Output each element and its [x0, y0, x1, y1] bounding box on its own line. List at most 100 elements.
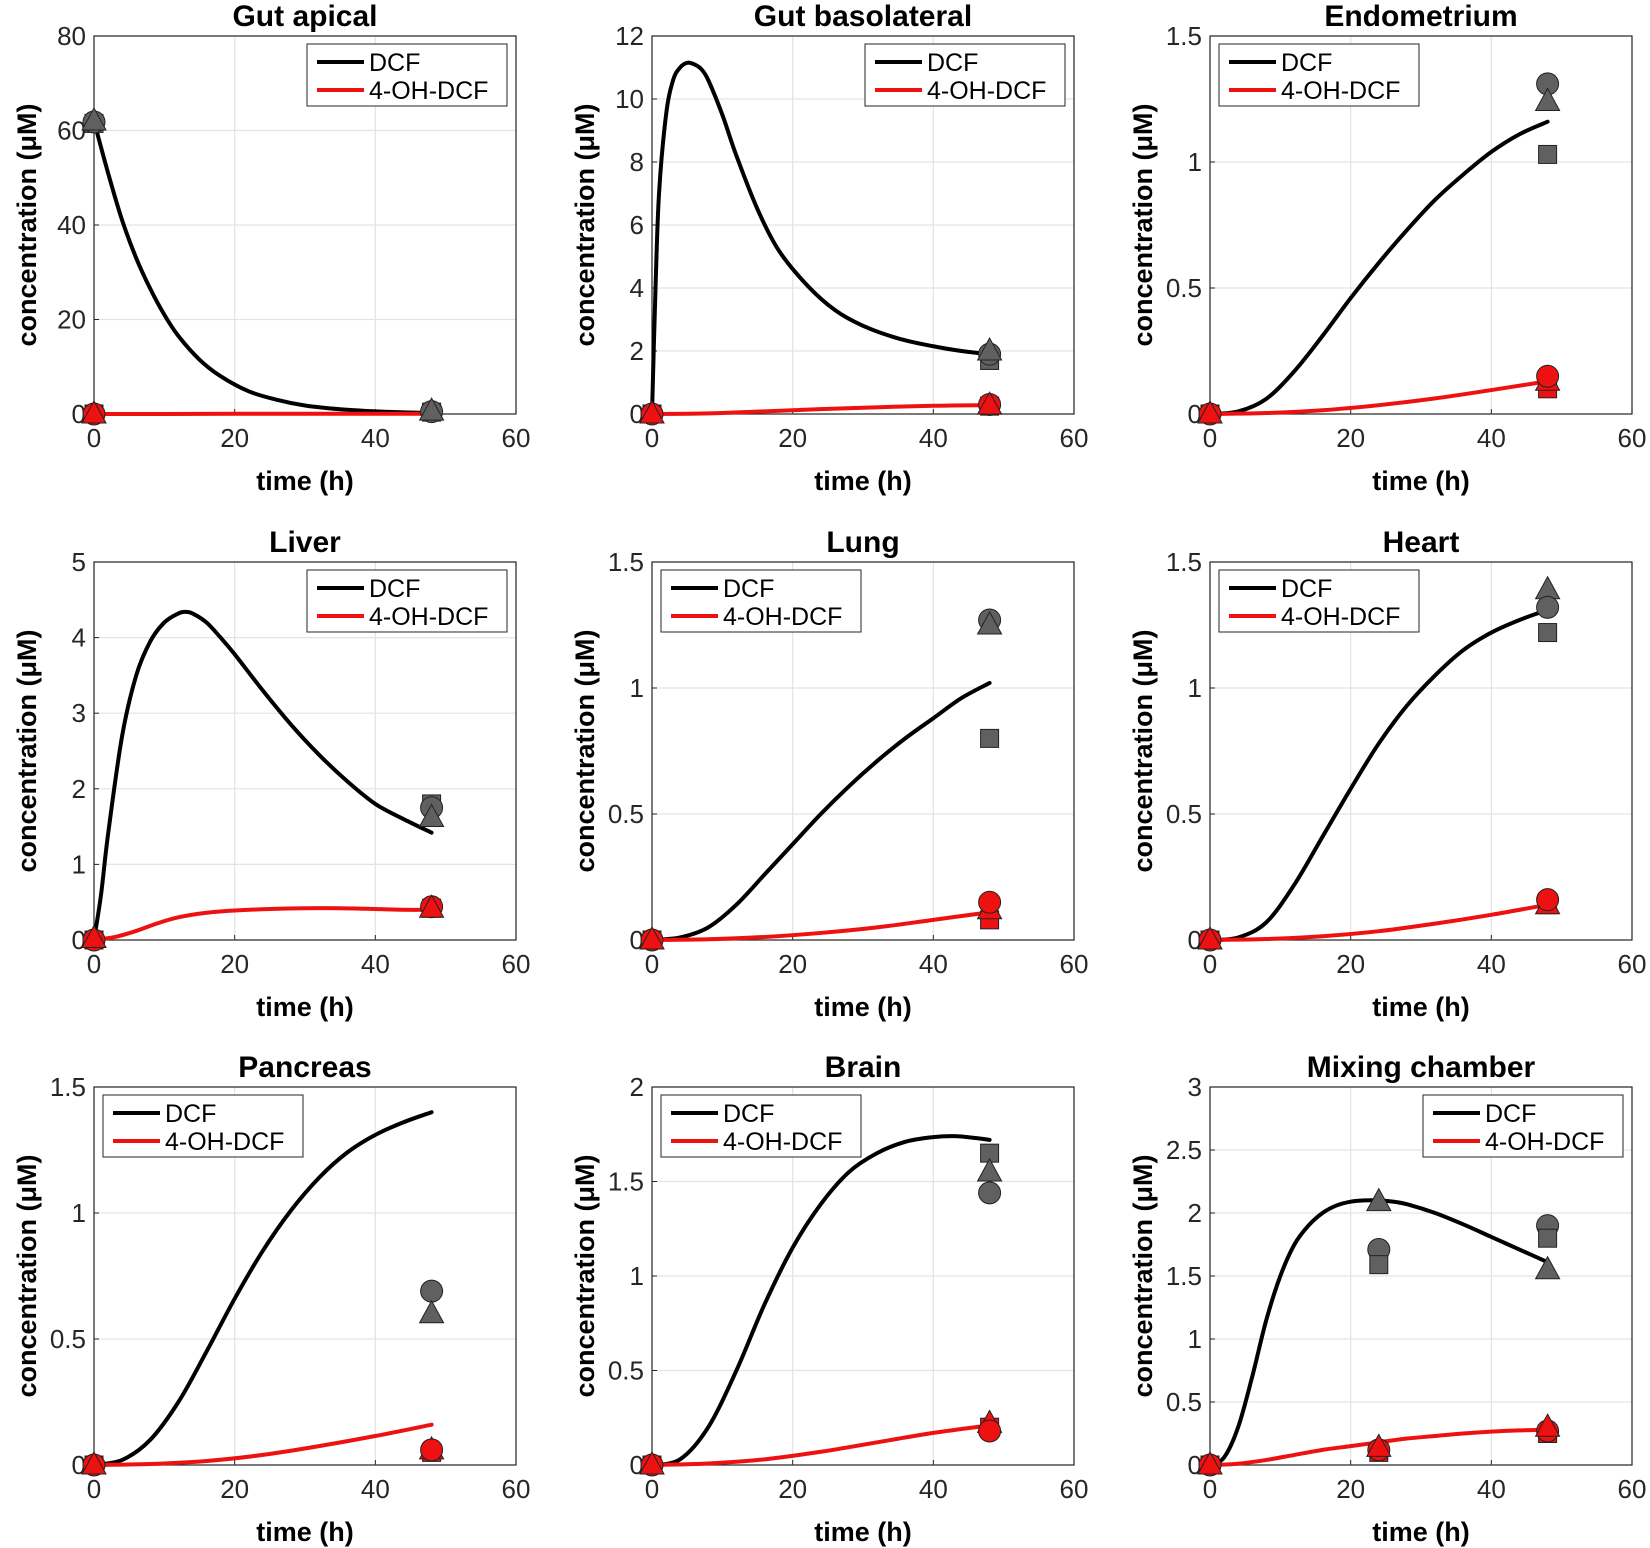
series-line-4-oh-dcf	[92, 1422, 434, 1467]
data-point-circle	[1536, 364, 1560, 388]
legend-label: 4-OH-DCF	[369, 603, 488, 631]
data-point-triangle	[81, 924, 107, 948]
data-point-circle	[420, 1279, 444, 1303]
data-point-circle	[978, 890, 1002, 914]
y-tick-label: 12	[615, 21, 644, 51]
data-point-square	[1538, 144, 1558, 164]
y-tick-label: 1.5	[608, 1167, 644, 1197]
axes-box	[1209, 561, 1633, 941]
series-line-4-oh-dcf	[650, 1423, 992, 1467]
x-tick-label: 0	[645, 949, 659, 979]
y-axis-label: concentration (μM)	[1128, 1154, 1158, 1397]
x-tick-label: 40	[919, 949, 948, 979]
y-tick-label: 2	[630, 336, 644, 366]
data-point-triangle	[976, 1158, 1003, 1182]
x-axis-label: time (h)	[1372, 466, 1470, 496]
legend-label: 4-OH-DCF	[723, 1128, 842, 1156]
y-tick-label: 4	[630, 273, 644, 303]
y-tick-label: 1	[630, 673, 644, 703]
y-tick-label: 1.5	[1166, 547, 1202, 577]
legend-label: 4-OH-DCF	[165, 1128, 284, 1156]
y-tick-label: 6	[630, 210, 644, 240]
series-line-dcf	[650, 60, 992, 416]
data-point-triangle	[81, 399, 107, 424]
axes-box	[651, 1086, 1075, 1466]
x-tick-label: 40	[361, 1474, 390, 1504]
x-tick-label: 0	[87, 949, 101, 979]
data-point-square	[980, 728, 1000, 748]
x-tick-label: 0	[87, 423, 101, 453]
legend-box	[306, 43, 508, 107]
data-point-triangle	[976, 336, 1003, 361]
x-tick-label: 40	[919, 423, 948, 453]
y-axis-label: concentration (μM)	[12, 103, 42, 346]
legend-label: 4-OH-DCF	[369, 77, 488, 105]
x-tick-label: 60	[1618, 423, 1647, 453]
panel-title: Lung	[826, 526, 899, 559]
x-tick-label: 20	[778, 1474, 807, 1504]
y-tick-label: 5	[72, 547, 86, 577]
data-point-triangle	[81, 107, 107, 131]
data-point-triangle	[1534, 1255, 1561, 1280]
x-tick-label: 60	[502, 949, 531, 979]
data-point-triangle	[1365, 1433, 1392, 1457]
legend-label: DCF	[723, 1100, 774, 1128]
y-tick-label: 4	[72, 623, 86, 653]
x-tick-label: 20	[778, 949, 807, 979]
y-tick-label: 1.5	[50, 1072, 86, 1102]
x-axis-label: time (h)	[256, 1517, 354, 1547]
data-point-triangle	[976, 391, 1003, 415]
y-tick-label: 3	[1188, 1072, 1202, 1102]
legend-box	[102, 1094, 304, 1158]
y-tick-label: 1.5	[1166, 1261, 1202, 1291]
legend-box	[1422, 1094, 1624, 1158]
data-point-triangle	[976, 610, 1003, 635]
y-tick-label: 1	[1188, 1324, 1202, 1354]
legend-box	[660, 569, 862, 633]
axes-box	[1209, 1086, 1633, 1466]
x-tick-label: 20	[220, 1474, 249, 1504]
y-tick-label: 0.5	[50, 1324, 86, 1354]
series-line-dcf	[92, 119, 434, 416]
legend-label: DCF	[165, 1100, 216, 1128]
x-tick-label: 0	[1203, 423, 1217, 453]
x-axis-label: time (h)	[814, 992, 912, 1022]
x-tick-label: 20	[220, 949, 249, 979]
series-line-dcf	[92, 1110, 434, 1467]
axes-box	[93, 561, 517, 941]
y-tick-label: 1.5	[1166, 21, 1202, 51]
y-tick-label: 1.5	[608, 547, 644, 577]
x-tick-label: 20	[1336, 1474, 1365, 1504]
x-tick-label: 40	[1477, 1474, 1506, 1504]
x-tick-label: 0	[87, 1474, 101, 1504]
data-point-triangle	[418, 894, 445, 918]
x-tick-label: 40	[1477, 949, 1506, 979]
x-tick-label: 20	[778, 423, 807, 453]
data-point-circle	[978, 1181, 1002, 1205]
panel-title: Mixing chamber	[1307, 1051, 1536, 1084]
data-point-triangle	[1365, 1187, 1392, 1212]
x-axis-label: time (h)	[256, 992, 354, 1022]
series-line-dcf	[650, 680, 992, 942]
axes-box	[651, 35, 1075, 415]
y-tick-label: 1	[72, 849, 86, 879]
axes-box	[1209, 35, 1633, 415]
series-line-4-oh-dcf	[1208, 379, 1550, 416]
legend-box	[306, 569, 508, 633]
legend-label: 4-OH-DCF	[1281, 603, 1400, 631]
data-point-triangle	[418, 803, 445, 828]
legend-label: DCF	[369, 49, 420, 77]
y-tick-label: 0.5	[1166, 273, 1202, 303]
legend-box	[660, 1094, 862, 1158]
